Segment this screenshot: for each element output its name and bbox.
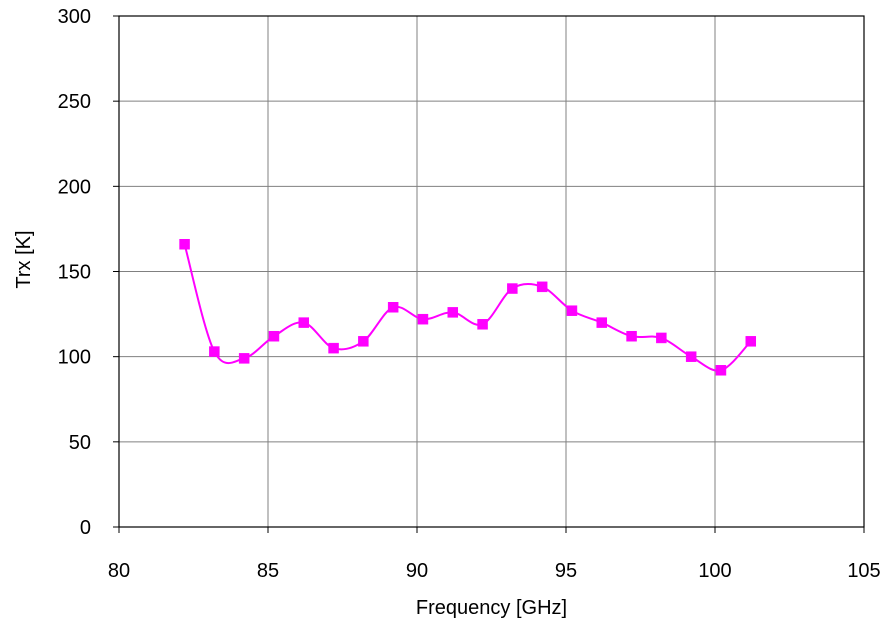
- data-point-marker: [268, 330, 280, 342]
- y-axis-label: Trx [K]: [13, 230, 35, 288]
- x-tick-label: 100: [698, 560, 731, 582]
- x-tick-label: 85: [257, 560, 279, 582]
- series-line: [183, 243, 752, 372]
- data-point-marker: [596, 317, 608, 328]
- data-point-marker: [358, 336, 369, 347]
- data-point-marker: [179, 238, 190, 250]
- data-point-marker: [238, 353, 250, 364]
- data-point-marker: [477, 319, 488, 330]
- data-point-marker: [417, 313, 429, 325]
- x-tick-label: 80: [108, 560, 130, 582]
- data-point-marker: [745, 336, 757, 347]
- y-tick-label: 150: [58, 262, 91, 284]
- y-tick-label: 250: [58, 91, 91, 113]
- data-point-marker: [626, 330, 637, 342]
- x-axis-ticks: 80 85 90 95 100 105: [108, 527, 881, 582]
- data-point-marker: [387, 302, 399, 313]
- data-point-marker: [328, 342, 339, 354]
- x-axis-label: Frequency [GHz]: [416, 597, 567, 619]
- x-tick-label: 105: [847, 560, 880, 582]
- data-point-marker: [715, 365, 727, 376]
- y-tick-label: 300: [58, 6, 91, 28]
- y-tick-label: 0: [80, 517, 91, 539]
- x-tick-label: 95: [555, 560, 577, 582]
- series-layer: [179, 238, 757, 376]
- data-point-marker: [298, 317, 310, 328]
- data-point-marker: [209, 346, 220, 357]
- x-tick-label: 90: [406, 560, 428, 582]
- y-axis-ticks: 0 50 100 150 200 250 300: [58, 6, 119, 539]
- data-point-marker: [685, 351, 697, 362]
- data-point-marker: [566, 305, 578, 316]
- data-point-marker: [447, 307, 459, 318]
- y-tick-label: 50: [69, 432, 91, 454]
- gridlines: [119, 16, 864, 527]
- data-point-marker: [507, 283, 518, 294]
- data-point-marker: [656, 332, 667, 344]
- y-tick-label: 100: [58, 347, 91, 369]
- data-point-marker: [536, 281, 548, 293]
- y-tick-label: 200: [58, 176, 91, 198]
